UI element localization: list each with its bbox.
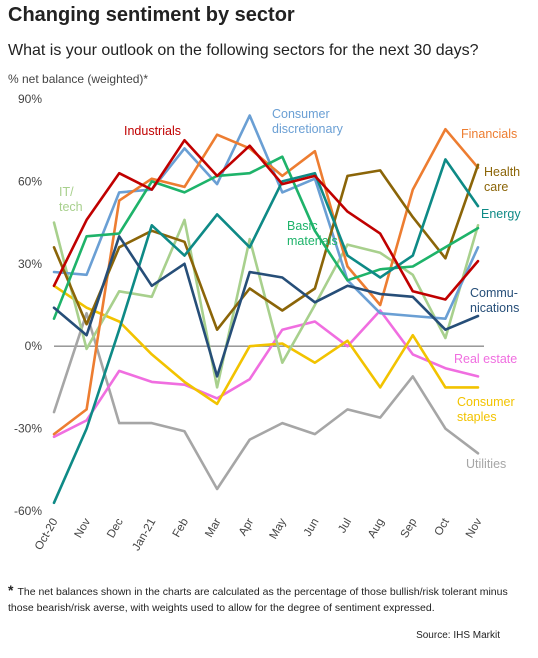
x-tick-label: Jan-21 bbox=[130, 517, 158, 553]
x-tick-label: May bbox=[268, 516, 289, 541]
series-label-utilities: Utilities bbox=[466, 457, 506, 471]
series-line-consumer-staples bbox=[52, 284, 480, 406]
footnote: * The net balances shown in the charts ar… bbox=[8, 582, 530, 616]
y-axis-units-label: % net balance (weighted)* bbox=[8, 72, 149, 86]
x-tick-label: Jun bbox=[302, 517, 322, 539]
series-label-energy: Energy bbox=[481, 207, 521, 221]
series-label-line: nications bbox=[470, 301, 519, 315]
y-tick-label: 30% bbox=[18, 257, 42, 271]
chart-title: Changing sentiment by sector bbox=[8, 4, 295, 26]
y-tick-label: -60% bbox=[14, 504, 42, 518]
footnote-text: The net balances shown in the charts are… bbox=[8, 586, 508, 614]
source-note: Source: IHS Markit bbox=[416, 630, 500, 641]
footnote-marker: * bbox=[8, 582, 14, 598]
series-label-line: IT/ bbox=[59, 185, 74, 199]
x-tick-label: Feb bbox=[171, 517, 191, 540]
series-line-communications bbox=[52, 235, 480, 378]
series-label-basic-materials: Basic materials bbox=[287, 219, 338, 248]
x-tick-label: Sep bbox=[399, 517, 420, 541]
series-label-consumer-staples: Consumer staples bbox=[457, 395, 515, 424]
series-label-communications: Commu-nications bbox=[470, 286, 519, 315]
x-tick-label: Oct bbox=[433, 516, 453, 538]
x-tick-label: Dec bbox=[105, 516, 126, 540]
series-label-it-tech: IT/tech bbox=[59, 185, 83, 214]
series-label-line: Consumer bbox=[457, 395, 515, 409]
x-tick-label: Apr bbox=[237, 516, 256, 538]
series-label-line: Industrials bbox=[124, 124, 181, 138]
y-tick-label: -30% bbox=[14, 422, 42, 436]
x-tick-label: Nov bbox=[73, 516, 94, 540]
series-label-line: Energy bbox=[481, 207, 521, 221]
chart-series-lines bbox=[52, 114, 480, 505]
series-line-consumer-discretionary bbox=[52, 114, 480, 321]
series-label-line: Commu- bbox=[470, 286, 518, 300]
series-line-utilities bbox=[52, 311, 480, 491]
series-label-line: Consumer bbox=[272, 107, 330, 121]
x-tick-label: Aug bbox=[366, 517, 387, 541]
series-line-real-estate bbox=[52, 309, 480, 439]
series-label-consumer-discretionary: Consumer discretionary bbox=[272, 107, 344, 136]
series-label-line: Utilities bbox=[466, 457, 506, 471]
series-label-line: tech bbox=[59, 200, 83, 214]
x-tick-label: Nov bbox=[464, 516, 485, 540]
x-tick-label: Oct-20 bbox=[33, 517, 61, 553]
x-tick-label: Mar bbox=[203, 516, 223, 539]
series-label-line: care bbox=[484, 180, 508, 194]
y-tick-label: 90% bbox=[18, 92, 42, 106]
series-label-health-care: Health care bbox=[484, 165, 520, 194]
series-label-line: Real estate bbox=[454, 352, 517, 366]
series-label-financials: Financials bbox=[461, 127, 517, 141]
series-line-industrials bbox=[52, 138, 480, 301]
sentiment-line-chart: 90% 60% 30% 0% -30% -60%Oct-20 Nov Dec Jan-21 Feb… bbox=[14, 92, 521, 553]
series-label-real-estate: Real estate bbox=[454, 352, 517, 366]
y-tick-label: 0% bbox=[25, 339, 43, 353]
chart-subtitle: What is your outlook on the following se… bbox=[8, 42, 479, 59]
series-label-line: staples bbox=[457, 410, 497, 424]
y-tick-label: 60% bbox=[18, 174, 42, 188]
series-label-line: discretionary bbox=[272, 122, 344, 136]
series-label-line: Basic bbox=[287, 219, 318, 233]
series-label-line: Health bbox=[484, 165, 520, 179]
series-label-line: Financials bbox=[461, 127, 517, 141]
series-label-industrials: Industrials bbox=[124, 124, 181, 138]
x-tick-label: Jul bbox=[336, 517, 354, 536]
series-label-line: materials bbox=[287, 234, 338, 248]
series-line-energy bbox=[52, 158, 480, 505]
